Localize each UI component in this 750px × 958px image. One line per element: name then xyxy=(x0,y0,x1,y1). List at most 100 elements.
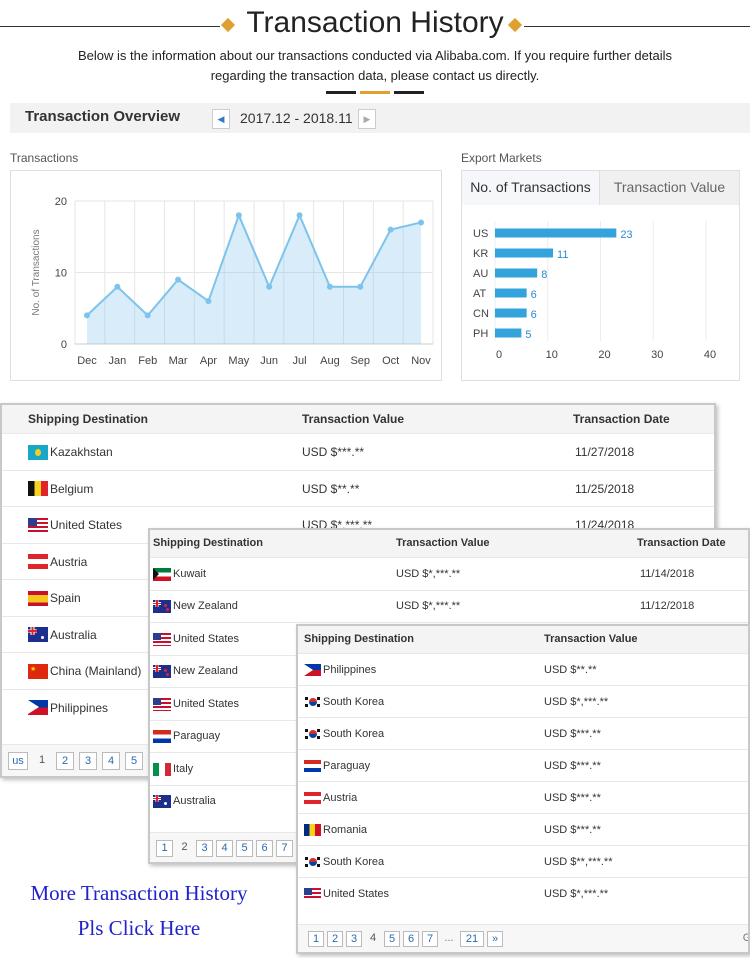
page-button[interactable]: 2 xyxy=(181,840,188,853)
column-header: Shipping Destination xyxy=(153,537,263,549)
double-chevron-right-icon: » xyxy=(491,933,499,945)
country-flag-icon xyxy=(153,762,171,776)
data-point xyxy=(357,283,364,290)
page-button[interactable]: 5 xyxy=(236,839,253,857)
prev-page-button[interactable]: us xyxy=(8,752,28,770)
country-flag-icon xyxy=(153,795,171,809)
y-tick-label: PH xyxy=(473,328,488,340)
column-header: Transaction Date xyxy=(573,412,670,426)
click-here-link[interactable]: Pls Click Here xyxy=(77,916,201,940)
column-header: Transaction Value xyxy=(544,633,638,645)
page-button[interactable]: 6 xyxy=(403,931,419,947)
table-row[interactable]: Paraguay USD $***.** xyxy=(298,749,748,781)
page-button[interactable]: 5 xyxy=(384,931,400,947)
x-tick-label: Aug xyxy=(320,355,340,367)
y-tick-label: US xyxy=(473,228,488,240)
data-point xyxy=(326,283,333,290)
next-period-button[interactable]: ▶ xyxy=(358,109,376,129)
table-row[interactable]: Austria USD $***.** xyxy=(298,781,748,813)
data-point xyxy=(205,298,212,305)
bar xyxy=(495,288,527,298)
page-button[interactable]: 3 xyxy=(346,931,362,947)
page-button[interactable]: 5 xyxy=(125,752,143,770)
page-button[interactable]: 21 xyxy=(460,931,484,947)
tab-no-of-transactions[interactable]: No. of Transactions xyxy=(462,171,600,205)
table-row[interactable]: South Korea USD $*,***.** xyxy=(298,685,748,717)
tab-transaction-value[interactable]: Transaction Value xyxy=(600,171,739,205)
table-row[interactable]: South Korea USD $***.** xyxy=(298,717,748,749)
title-rule-left xyxy=(0,26,220,27)
destination-cell: South Korea xyxy=(323,855,385,868)
accent-bar xyxy=(326,91,356,94)
value-cell: USD $*,***.** xyxy=(396,567,461,580)
country-flag-icon xyxy=(153,632,171,646)
destination-cell: Philippines xyxy=(323,663,377,676)
table-header: Shipping Destination Transaction Value Tra… xyxy=(2,405,714,433)
x-tick-label: Jan xyxy=(108,355,126,367)
page-button[interactable]: 2 xyxy=(327,931,343,947)
page-button[interactable]: 1 xyxy=(38,754,46,766)
page-button[interactable]: 3 xyxy=(196,839,213,857)
country-flag-icon xyxy=(28,554,48,570)
page-button[interactable]: 7 xyxy=(276,839,293,857)
destination-cell: Belgium xyxy=(50,481,94,496)
destination-cell: New Zealand xyxy=(173,600,238,613)
y-tick-label: AT xyxy=(473,288,487,300)
table-row[interactable]: Kuwait USD $*,***.** 11/14/2018 xyxy=(150,557,748,590)
country-flag-icon xyxy=(304,664,321,676)
table-row[interactable]: New Zealand USD $*,***.** 11/12/2018 xyxy=(150,589,748,623)
page-button[interactable]: 3 xyxy=(79,752,97,770)
page-button[interactable]: 7 xyxy=(422,931,438,947)
table-row[interactable]: United States xyxy=(150,622,748,655)
page-button[interactable]: 4 xyxy=(369,932,377,944)
bar-value-label: 6 xyxy=(531,309,537,321)
destination-cell: Kazakhstan xyxy=(50,445,113,460)
prev-period-button[interactable]: ◀ xyxy=(212,109,230,129)
table-row[interactable]: Kazakhstan USD $***.** 11/27/2018 xyxy=(2,433,714,470)
country-flag-icon xyxy=(304,696,321,708)
x-tick-label: Jul xyxy=(293,355,307,367)
x-tick-label: 40 xyxy=(704,349,716,361)
destination-cell: Italy xyxy=(173,762,194,775)
page-button[interactable]: 4 xyxy=(102,752,120,770)
table-row[interactable]: Philippines USD $**.** xyxy=(298,653,748,685)
table-row[interactable]: South Korea USD $**,***.** xyxy=(298,845,748,877)
accent-bar xyxy=(360,91,390,94)
country-flag-icon xyxy=(304,888,321,900)
area-fill xyxy=(87,215,421,344)
destination-cell: Paraguay xyxy=(323,759,371,772)
bar-value-label: 8 xyxy=(541,269,547,281)
accent-bar xyxy=(394,91,424,94)
destination-cell: United States xyxy=(323,887,390,900)
value-cell: USD $***.** xyxy=(302,445,365,460)
country-flag-icon xyxy=(153,600,171,614)
x-tick-label: Jun xyxy=(260,355,278,367)
table-header: Shipping Destination Transaction Value xyxy=(298,626,748,653)
destination-cell: South Korea xyxy=(323,727,385,740)
page-subtitle: Below is the information about our trans… xyxy=(78,48,672,83)
country-flag-icon xyxy=(153,567,171,581)
y-tick-label: CN xyxy=(473,308,489,320)
y-tick-label: 10 xyxy=(55,268,67,280)
page-button[interactable]: 1 xyxy=(308,931,324,947)
transactions-section-label: Transactions xyxy=(10,151,79,165)
transactions-chart: 0 10 20 No. of Transactions Dec Jan Feb Mar Apr M… xyxy=(31,196,434,367)
date-cell: 11/25/2018 xyxy=(575,481,635,496)
y-tick-label: KR xyxy=(473,248,488,260)
x-tick-label: 30 xyxy=(651,349,663,361)
more-history-link[interactable]: More Transaction History xyxy=(30,881,248,905)
page-button[interactable]: 2 xyxy=(56,752,74,770)
table-row[interactable]: Belgium USD $**.** 11/25/2018 xyxy=(2,469,714,507)
page-button[interactable]: 4 xyxy=(216,839,233,857)
page-button[interactable]: 1 xyxy=(156,839,173,857)
country-flag-icon xyxy=(28,700,48,716)
table-row[interactable]: United States USD $*,***.** xyxy=(298,877,748,909)
next-page-button[interactable]: » xyxy=(487,931,503,947)
value-cell: USD $*,***.** xyxy=(544,695,609,708)
page-button[interactable]: 6 xyxy=(256,839,273,857)
value-cell: USD $***.** xyxy=(544,823,601,836)
destination-cell: Paraguay xyxy=(173,730,221,743)
destination-cell: Romania xyxy=(323,823,368,836)
table-row[interactable]: Romania USD $***.** xyxy=(298,813,748,845)
